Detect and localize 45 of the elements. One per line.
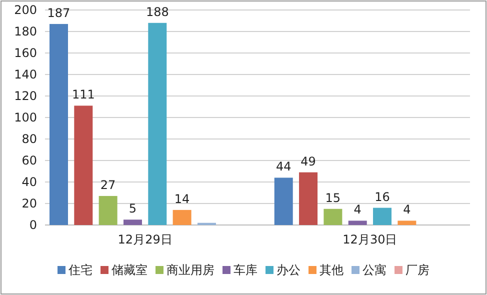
legend-label: 办公 [276, 263, 300, 277]
data-label: 5 [128, 202, 137, 216]
y-tick-label: 160 [14, 46, 37, 60]
y-tick-label: 40 [22, 174, 37, 189]
data-label: 44 [276, 160, 292, 174]
bar [348, 220, 367, 225]
bar [49, 24, 68, 225]
data-label: 188 [146, 4, 169, 19]
bar [123, 220, 142, 225]
bar [299, 172, 318, 225]
legend-label: 其他 [320, 263, 344, 277]
x-tick-label: 12月29日 [118, 232, 172, 247]
y-tick-label: 120 [14, 88, 37, 103]
y-tick-label: 140 [14, 67, 37, 82]
data-label: 111 [72, 88, 95, 102]
legend-label: 厂房 [406, 263, 430, 277]
legend-label: 公寓 [362, 263, 386, 277]
data-label: 49 [300, 154, 316, 168]
data-label: 16 [374, 190, 390, 204]
data-label: 15 [325, 190, 341, 205]
bar [98, 196, 118, 225]
data-label: 4 [403, 202, 411, 217]
bar [373, 208, 392, 225]
legend-label: 住宅 [68, 263, 92, 277]
bar [398, 220, 416, 225]
data-label: 14 [174, 192, 190, 206]
y-tick-label: 80 [22, 132, 37, 146]
bar [324, 208, 342, 225]
y-tick-label: 200 [14, 2, 37, 17]
bar [148, 22, 167, 225]
legend-label: 车库 [234, 263, 258, 277]
data-label: 4 [354, 202, 362, 217]
legend-label: 储藏室 [112, 263, 148, 277]
bar [274, 178, 293, 225]
y-tick-label: 100 [14, 110, 37, 124]
y-tick-label: 60 [22, 153, 37, 168]
bar [172, 210, 192, 225]
data-label: 27 [100, 178, 116, 192]
y-tick-label: 20 [22, 196, 37, 210]
data-label: 187 [47, 6, 70, 20]
y-tick-label: 180 [14, 24, 37, 38]
y-tick-label: 0 [29, 218, 37, 232]
x-tick-label: 12月30日 [342, 232, 398, 247]
legend-label: 商业用房 [166, 263, 214, 277]
bar [74, 106, 93, 225]
